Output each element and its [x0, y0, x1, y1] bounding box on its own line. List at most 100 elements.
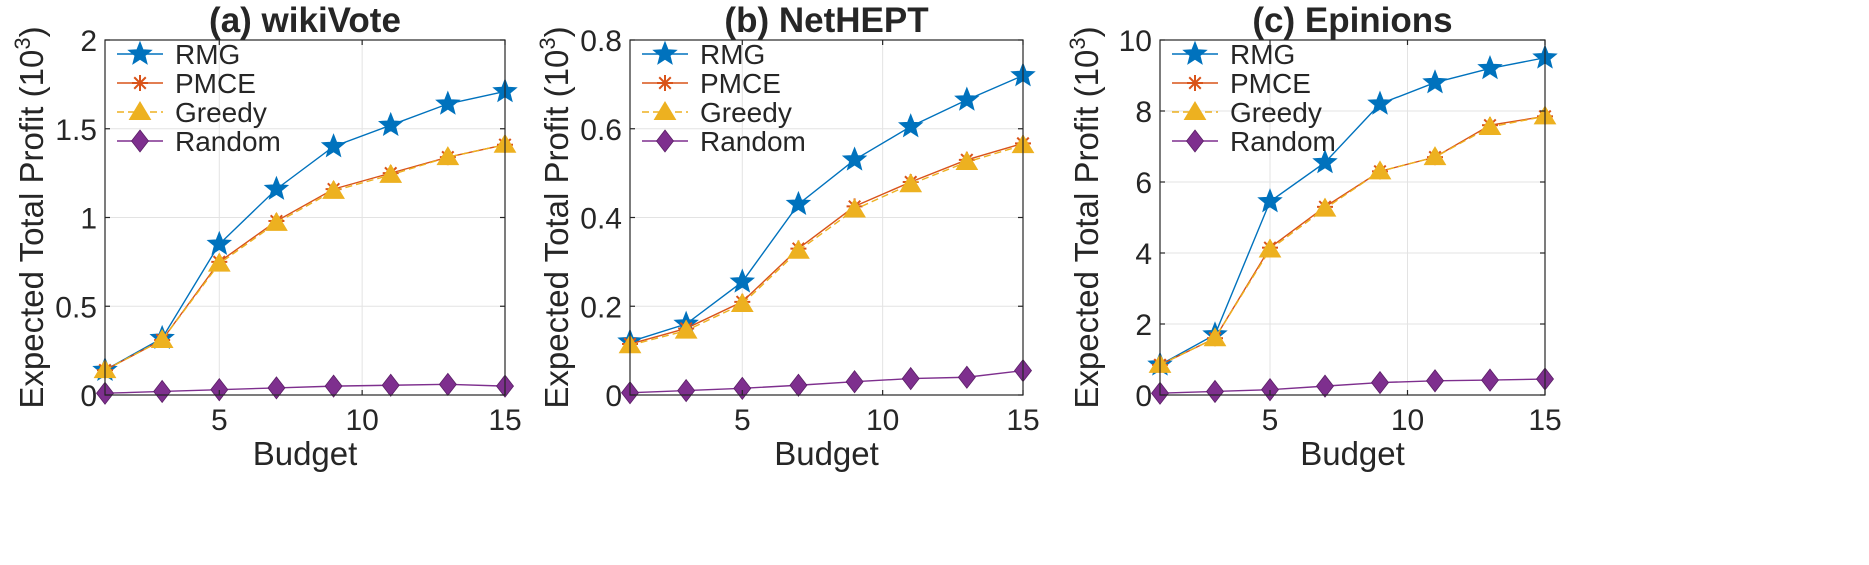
- y-tick-label: 0: [1135, 380, 1152, 413]
- data-point-rmg: [377, 111, 404, 137]
- series-line-rmg: [629, 74, 1024, 343]
- plot-area: [1160, 40, 1545, 395]
- legend-marker-rmg: [127, 40, 153, 65]
- y-axis-label-main: Expected Total Profit (10: [538, 50, 575, 409]
- legend-label-greedy: Greedy: [700, 97, 792, 128]
- data-point-rmg: [954, 86, 980, 111]
- data-point-random: [1425, 369, 1445, 393]
- series-line-greedy: [104, 144, 506, 371]
- data-point-rmg: [263, 175, 290, 200]
- data-point-greedy: [674, 319, 698, 339]
- series-line-random: [1159, 378, 1546, 394]
- legend-marker-greedy: [1183, 101, 1207, 120]
- data-point-rmg: [1367, 90, 1393, 115]
- legend-label-pmce: PMCE: [700, 68, 781, 99]
- y-tick-label: 8: [1135, 96, 1152, 129]
- data-point-rmg: [841, 146, 868, 171]
- series-greedy: [1148, 105, 1557, 373]
- data-point-rmg: [1257, 188, 1283, 213]
- y-axis-label-close: ): [1068, 26, 1105, 37]
- legend-marker-pmce: [657, 75, 673, 91]
- x-tick-label: 5: [734, 404, 751, 437]
- y-tick-label: 2: [1135, 309, 1152, 342]
- y-tick-label: 0: [605, 380, 622, 413]
- y-tick-label: 6: [1135, 167, 1152, 200]
- data-point-random: [1370, 370, 1390, 395]
- series-line-random: [104, 383, 506, 394]
- series-random: [620, 358, 1033, 405]
- legend-marker-greedy: [128, 101, 152, 120]
- data-point-greedy: [150, 329, 174, 348]
- data-point-rmg: [1422, 69, 1448, 94]
- legend-label-random: Random: [175, 126, 281, 157]
- legend-label-greedy: Greedy: [1230, 97, 1322, 128]
- x-axis-label: Budget: [774, 435, 879, 472]
- y-tick-label: 4: [1135, 238, 1152, 271]
- data-point-greedy: [955, 151, 979, 171]
- data-point-rmg: [785, 190, 812, 216]
- x-tick-label: 10: [866, 404, 899, 437]
- data-point-random: [324, 374, 343, 398]
- series-line-greedy: [629, 144, 1024, 346]
- x-tick-label: 5: [211, 404, 228, 437]
- legend-marker-random: [1185, 129, 1205, 153]
- y-tick-label: 10: [1119, 25, 1152, 58]
- data-point-rmg: [435, 90, 461, 115]
- legend-marker-pmce: [1187, 75, 1203, 91]
- y-axis-label: Expected Total Profit (103): [535, 26, 575, 408]
- series-line-random: [629, 369, 1024, 394]
- chart-title: (c) Epinions: [1252, 1, 1452, 40]
- y-tick-label: 0.2: [580, 291, 622, 324]
- series-line-rmg: [1159, 57, 1546, 366]
- series-greedy: [618, 134, 1035, 354]
- data-point-greedy: [1203, 327, 1227, 347]
- chart-panel-1: 5 10 15 0 0.5 1 1.5 2 (a) wikiVote Budget Expected…: [10, 1, 522, 472]
- y-axis-label-exponent: 3: [535, 37, 560, 49]
- data-point-rmg: [320, 133, 347, 158]
- x-tick-label: 15: [488, 404, 521, 437]
- data-point-greedy: [843, 198, 866, 218]
- legend-marker-pmce: [132, 75, 148, 91]
- legend-marker-rmg: [1182, 40, 1208, 65]
- data-point-rmg: [729, 268, 756, 293]
- data-point-rmg: [206, 230, 233, 255]
- data-point-greedy: [787, 239, 810, 259]
- y-tick-label: 0.5: [55, 291, 97, 324]
- x-tick-label: 5: [1262, 404, 1279, 437]
- legend-marker-greedy: [653, 101, 677, 120]
- y-tick-label: 0.8: [580, 25, 622, 58]
- data-point-greedy: [899, 173, 923, 193]
- data-point-rmg: [897, 113, 924, 138]
- y-axis-label-main: Expected Total Profit (10: [1068, 50, 1105, 409]
- data-point-random: [267, 376, 286, 400]
- data-point-greedy: [1478, 116, 1502, 135]
- data-point-greedy: [1258, 238, 1282, 258]
- y-tick-label: 0: [80, 380, 97, 413]
- y-axis-label-close: ): [13, 26, 50, 37]
- x-tick-label: 10: [1391, 404, 1424, 437]
- y-tick-label: 1: [80, 203, 97, 236]
- y-axis-label-exponent: 3: [1065, 37, 1090, 49]
- y-axis-label-close: ): [538, 26, 575, 37]
- data-point-greedy: [1313, 197, 1337, 217]
- data-point-greedy: [379, 163, 403, 183]
- y-tick-label: 2: [80, 25, 97, 58]
- data-point-random: [677, 378, 696, 403]
- data-point-random: [153, 379, 172, 404]
- series-line-rmg: [104, 90, 506, 371]
- legend-marker-random: [130, 129, 150, 153]
- legend-label-random: Random: [1230, 126, 1336, 157]
- y-tick-label: 0.4: [580, 203, 622, 236]
- data-point-rmg: [1477, 55, 1503, 80]
- data-point-greedy: [436, 146, 460, 166]
- legend-label-rmg: RMG: [175, 39, 240, 70]
- y-tick-label: 1.5: [55, 114, 97, 147]
- legend-label-pmce: PMCE: [175, 68, 256, 99]
- chart-panel-2: 5 10 15 0 0.2 0.4 0.6 0.8 (b) NetHEPT Budget Expec…: [535, 1, 1040, 472]
- y-tick-label: 0.6: [580, 114, 622, 147]
- data-point-random: [845, 370, 864, 394]
- legend-marker-rmg: [652, 40, 678, 65]
